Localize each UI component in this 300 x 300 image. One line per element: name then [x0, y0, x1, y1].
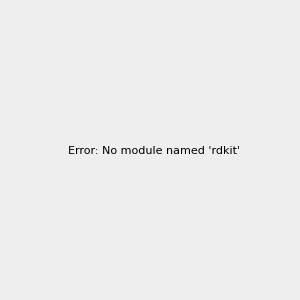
Text: Error: No module named 'rdkit': Error: No module named 'rdkit': [68, 146, 240, 157]
